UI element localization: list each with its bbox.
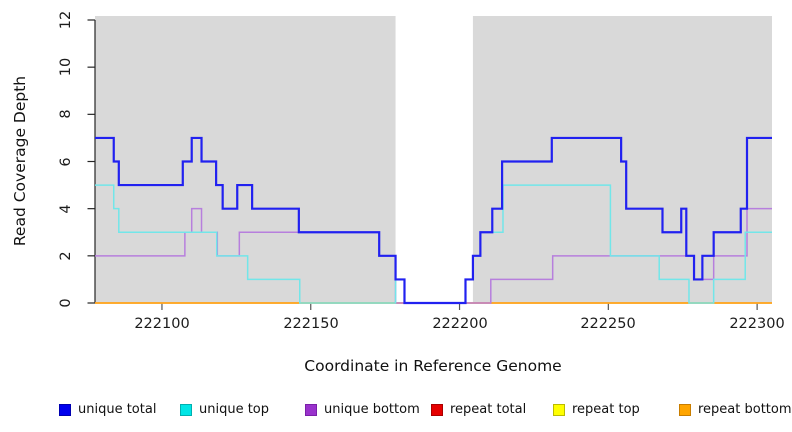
repeat-bottom-swatch-icon xyxy=(679,404,691,416)
coverage-gap-region xyxy=(395,16,473,303)
y-axis-title: Read Coverage Depth xyxy=(11,75,29,247)
x-axis-title: Coordinate in Reference Genome xyxy=(304,357,562,375)
y-tick-label-6: 6 xyxy=(58,157,74,167)
y-tick-label-4: 4 xyxy=(58,204,74,214)
legend-label: repeat bottom xyxy=(698,402,792,417)
x-tick-label-222250: 222250 xyxy=(580,316,636,332)
y-tick-label-12: 12 xyxy=(58,10,74,30)
legend-label: unique total xyxy=(78,402,157,417)
y-tick-label-8: 8 xyxy=(58,109,74,119)
x-tick-label-222150: 222150 xyxy=(283,316,339,332)
x-tick-label-222100: 222100 xyxy=(134,316,190,332)
coverage-chart-canvas xyxy=(87,16,772,310)
y-tick-label-10: 10 xyxy=(58,57,74,77)
repeat-total-swatch-icon xyxy=(431,404,443,416)
y-tick-label-2: 2 xyxy=(58,251,74,261)
legend-label: repeat total xyxy=(450,402,527,417)
legend-label: repeat top xyxy=(572,402,640,417)
repeat-top-swatch-icon xyxy=(553,404,565,416)
unique-total-swatch-icon xyxy=(59,404,71,416)
legend-label: unique top xyxy=(199,402,270,417)
x-tick-label-222200: 222200 xyxy=(432,316,488,332)
unique-top-swatch-icon xyxy=(180,404,192,416)
unique-total-line xyxy=(95,136,772,305)
y-tick-label-0: 0 xyxy=(58,298,74,308)
legend-label: unique bottom xyxy=(324,402,420,417)
unique-bottom-swatch-icon xyxy=(305,404,317,416)
x-tick-label-222300: 222300 xyxy=(729,316,785,332)
